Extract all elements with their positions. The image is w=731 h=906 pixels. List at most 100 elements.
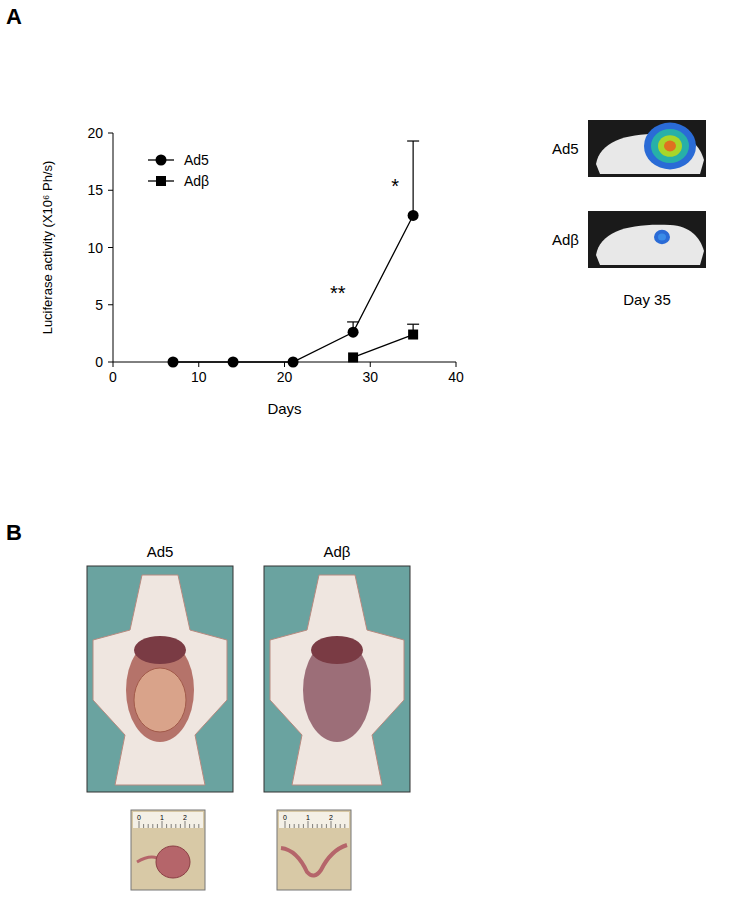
ruler-tick — [175, 824, 176, 828]
ruler-tick — [189, 824, 190, 828]
figure: AB01020304005101520DaysLuciferase activi… — [0, 0, 731, 906]
ruler-tick — [185, 821, 186, 828]
ruler-tick — [331, 821, 332, 828]
intestines — [134, 668, 186, 732]
uterine-horn — [137, 857, 157, 862]
y-tick-label: 10 — [87, 240, 103, 256]
y-tick-label: 0 — [95, 354, 103, 370]
ruler-tick — [139, 821, 140, 828]
ruler-label: 2 — [183, 814, 187, 821]
signal-blob — [651, 129, 689, 163]
image-background — [588, 211, 706, 268]
image-label: Ad5 — [552, 140, 579, 157]
ruler-tick — [335, 824, 336, 828]
mouse-pelt — [270, 575, 404, 785]
x-tick-label: 10 — [191, 369, 207, 385]
y-tick — [108, 304, 113, 305]
ruler-tick — [166, 824, 167, 828]
ruler-tick — [152, 824, 153, 828]
error-cap — [347, 321, 359, 322]
ruler-tick — [198, 824, 199, 828]
data-point — [348, 327, 359, 338]
x-tick — [198, 362, 199, 367]
photo-label: Adβ — [324, 543, 351, 560]
ruler-tick — [289, 824, 290, 828]
error-cap — [407, 140, 419, 141]
data-point — [168, 357, 179, 368]
signal-blob — [658, 233, 666, 240]
signal-blob — [664, 141, 676, 152]
x-axis-label: Days — [267, 400, 301, 417]
photo-label: Ad5 — [147, 543, 174, 560]
ruler-tick — [312, 824, 313, 828]
series-line — [353, 335, 413, 358]
liver — [134, 636, 186, 664]
ruler-label: 0 — [283, 814, 287, 821]
ruler-tick — [171, 824, 172, 828]
x-tick — [284, 362, 285, 367]
x-tick-label: 40 — [448, 369, 464, 385]
ruler-tick — [344, 824, 345, 828]
imaging: Ad5 Adβ Day 35 — [552, 120, 706, 308]
tumor — [156, 846, 190, 878]
image-label: Adβ — [552, 231, 579, 248]
ruler-tick — [298, 824, 299, 828]
x-tick-label: 0 — [109, 369, 117, 385]
panel-label: A — [6, 4, 22, 29]
photos: Ad5 0 1 2 Adβ 0 1 2 — [87, 543, 410, 890]
ruler-label: 0 — [137, 814, 141, 821]
significance: ** — [330, 282, 346, 304]
data-point — [408, 330, 418, 340]
y-tick-label: 20 — [87, 125, 103, 141]
image-caption: Day 35 — [623, 291, 671, 308]
series-line — [173, 215, 413, 362]
signal-blob — [654, 230, 670, 244]
ruler-tick — [143, 824, 144, 828]
legend-label: Ad5 — [184, 152, 209, 168]
ruler-tick — [326, 824, 327, 828]
legend: Ad5 Adβ — [148, 152, 209, 189]
significance: * — [391, 175, 399, 197]
error-cap — [407, 324, 419, 325]
x-tick — [370, 362, 371, 367]
y-tick-label: 15 — [87, 182, 103, 198]
ruler-tick — [285, 821, 286, 828]
x-tick-label: 20 — [277, 369, 293, 385]
chart: 01020304005101520DaysLuciferase activity… — [40, 125, 464, 417]
y-tick — [108, 362, 113, 363]
y-tick — [108, 133, 113, 134]
ruler-label: 1 — [160, 814, 164, 821]
y-tick — [108, 190, 113, 191]
ruler-tick — [162, 821, 163, 828]
signal-blob — [644, 123, 696, 170]
legend-marker — [156, 176, 166, 186]
ruler-tick — [303, 824, 304, 828]
data-point — [288, 357, 299, 368]
x-tick — [113, 362, 114, 367]
data-point — [408, 210, 419, 221]
ruler-tick — [340, 824, 341, 828]
ruler-tick — [180, 824, 181, 828]
ruler-label: 2 — [329, 814, 333, 821]
panel-label: B — [6, 520, 22, 545]
ruler-tick — [321, 824, 322, 828]
tissue-photo — [131, 810, 205, 890]
ruler-label: 1 — [306, 814, 310, 821]
error-bar — [407, 141, 419, 215]
ruler-tick — [294, 824, 295, 828]
plot-area — [168, 141, 420, 367]
photo-background — [87, 566, 233, 792]
ruler-tick — [194, 824, 195, 828]
photo-background — [264, 566, 410, 792]
ruler-tick — [308, 821, 309, 828]
uterine-horn — [281, 845, 347, 876]
x-tick — [456, 362, 457, 367]
legend-label: Adβ — [184, 173, 209, 189]
ruler — [279, 812, 349, 828]
legend-marker — [156, 155, 167, 166]
y-tick — [108, 247, 113, 248]
tissue-photo — [277, 810, 351, 890]
data-point — [228, 357, 239, 368]
mouse-silhouette — [596, 225, 704, 265]
data-point — [348, 352, 358, 362]
